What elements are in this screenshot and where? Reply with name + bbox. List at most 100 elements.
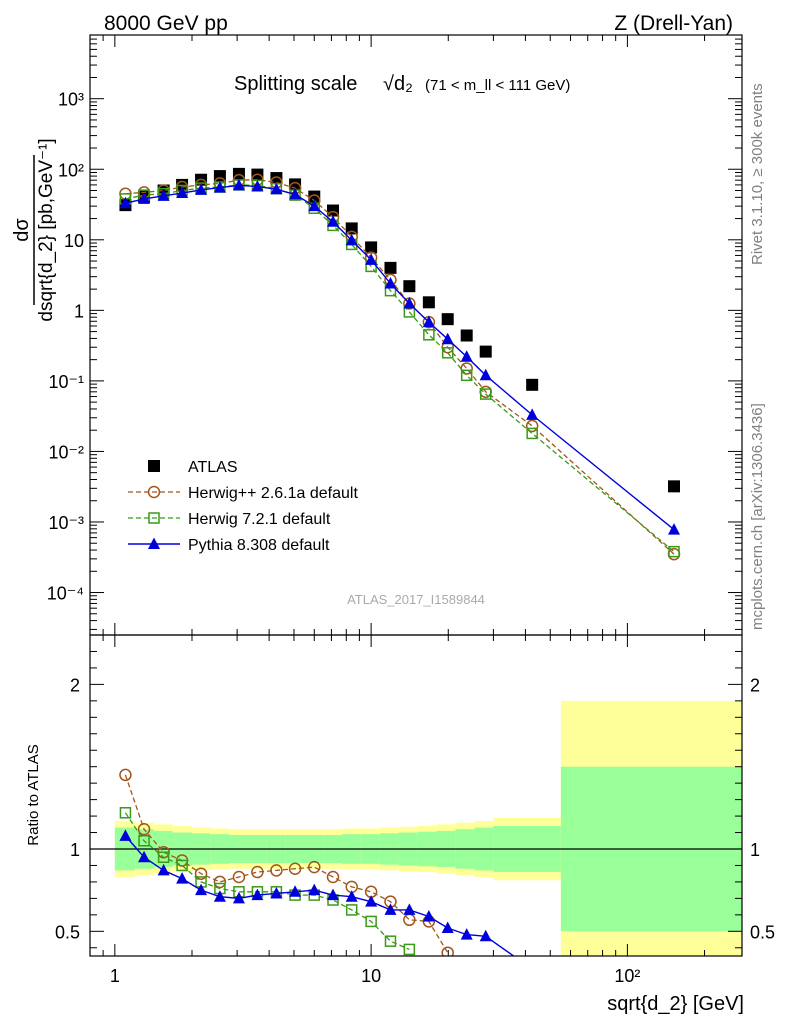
data-point	[232, 167, 245, 180]
data-point	[384, 277, 397, 289]
ratio-point	[232, 891, 245, 904]
data-point	[213, 181, 226, 193]
rivet-version-label: Rivet 3.1.10, ≥ 300k events	[749, 83, 766, 265]
x-tick-label: 10	[361, 966, 381, 986]
ratio-point	[289, 885, 302, 897]
data-point	[441, 313, 454, 326]
y-tick-label: 10³	[58, 90, 84, 110]
y-ticks-ratio	[90, 650, 742, 949]
ratio-point	[365, 915, 377, 928]
data-point	[441, 347, 454, 359]
data-point	[326, 204, 339, 217]
plot-title: Splitting scale	[234, 73, 357, 95]
data-point	[195, 183, 208, 195]
legend-label: ATLAS	[188, 459, 238, 476]
ratio-point	[176, 872, 189, 884]
data-point	[460, 350, 473, 362]
data-point	[422, 315, 435, 328]
ratio-point	[308, 860, 321, 874]
data-point	[365, 241, 378, 254]
legend: ATLAS Herwig++ 2.6.1a default Herwig 7.2.1…	[128, 459, 358, 554]
ratio-point	[194, 867, 208, 880]
legend-marker	[148, 537, 160, 549]
series-atlas	[119, 167, 681, 493]
data-point	[422, 296, 435, 309]
ratio-point	[365, 895, 378, 907]
data-point	[460, 329, 473, 342]
ratio-y-tick-label-right: 1	[750, 840, 760, 860]
data-point	[176, 186, 189, 199]
series-line	[125, 179, 675, 555]
data-point	[384, 261, 397, 274]
x-ticks	[89, 35, 706, 956]
data-point	[270, 172, 283, 185]
x-tick-label: 1	[110, 966, 120, 986]
x-tick-label: 10²	[614, 966, 640, 986]
ratio-point	[251, 865, 264, 879]
ratio-series-group	[119, 768, 538, 975]
y-label-numerator: dσ	[11, 218, 33, 242]
data-point	[308, 190, 321, 203]
legend-label: Herwig++ 2.6.1a default	[188, 485, 358, 502]
x-axis-label: sqrt{d_2} [GeV]	[607, 993, 744, 1015]
legend-marker	[148, 460, 160, 472]
y-tick-label: 10²	[58, 160, 84, 180]
ratio-point	[138, 835, 150, 847]
ratio-point	[526, 963, 538, 975]
ratio-point	[195, 883, 208, 896]
ratio-point	[403, 903, 416, 915]
data-point	[423, 329, 435, 341]
header-left: 8000 GeV pp	[104, 12, 228, 35]
legend-item: Herwig 7.2.1 default	[128, 511, 331, 528]
ratio-point	[213, 890, 226, 902]
data-point	[403, 280, 416, 293]
data-point	[232, 178, 245, 191]
y-tick-label: 10⁻¹	[48, 372, 84, 392]
mcplots-label: mcplots.cern.ch [arXiv:1306.3436]	[749, 403, 766, 630]
legend-marker	[148, 512, 160, 524]
ratio-point	[213, 875, 227, 889]
data-point	[138, 192, 151, 204]
ratio-point	[441, 946, 454, 956]
data-point	[668, 545, 680, 558]
data-point	[479, 368, 492, 381]
ratio-point	[384, 903, 397, 915]
ratio-y-tick-label-right: 2	[750, 675, 760, 695]
series-line	[125, 184, 675, 531]
legend-item: Pythia 8.308 default	[128, 537, 330, 554]
y-ticks-main	[90, 34, 742, 630]
ratio-series-pythia-8-308-default	[119, 829, 538, 975]
data-point	[270, 182, 283, 195]
data-point	[460, 369, 473, 382]
data-point	[441, 332, 454, 345]
ratio-point	[232, 870, 246, 884]
ratio-point	[270, 864, 283, 877]
plot-title-range: (71 < m_ll < 111 GeV)	[425, 77, 570, 94]
ratio-point	[479, 929, 492, 942]
ratio-point	[119, 829, 132, 841]
ratio-point	[326, 888, 339, 901]
ratio-point	[119, 768, 132, 782]
data-point	[668, 523, 681, 535]
data-point	[479, 345, 492, 358]
ratio-point	[384, 935, 397, 947]
data-point	[526, 408, 539, 420]
ratio-point	[460, 928, 473, 940]
legend-item: Herwig++ 2.6.1a default	[128, 485, 358, 502]
ratio-point	[157, 851, 170, 863]
data-point	[525, 419, 539, 433]
ratio-point	[403, 943, 416, 956]
ratio-frame	[89, 634, 743, 957]
ratio-point	[176, 859, 188, 872]
y-label-denominator: dsqrt{d_2} [pb,GeV⁻¹]	[36, 138, 57, 321]
data-point	[526, 427, 538, 440]
y-tick-label: 10	[64, 231, 84, 251]
data-point	[308, 199, 321, 212]
ratio-point	[288, 862, 302, 876]
y-tick-label: 10⁻⁴	[47, 584, 84, 604]
series-line	[125, 184, 675, 553]
ratio-point	[157, 863, 170, 876]
ratio-point	[441, 921, 454, 934]
ratio-point	[251, 888, 264, 901]
legend-marker	[147, 485, 161, 499]
